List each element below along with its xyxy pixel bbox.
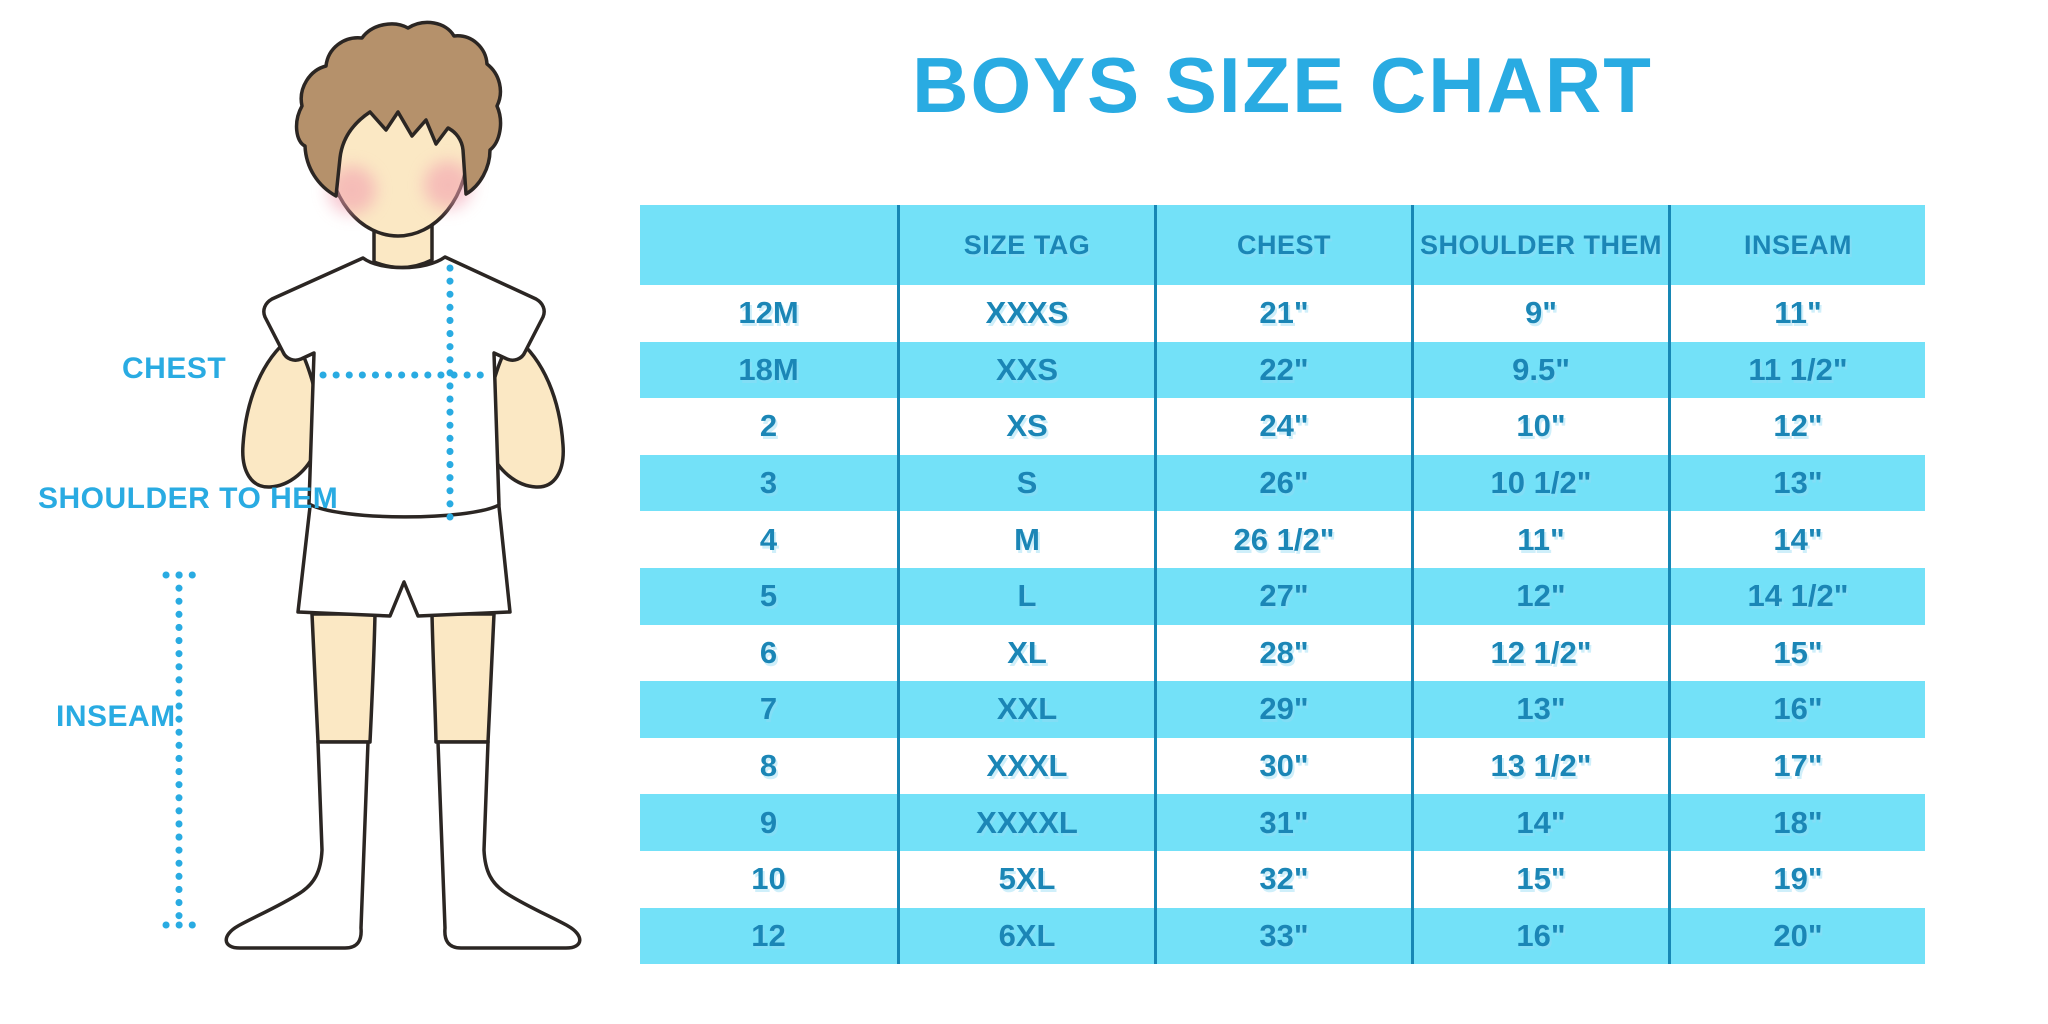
table-cell: 3: [759, 465, 778, 501]
chest-label: CHEST: [122, 352, 227, 385]
boy-measurement-illustration: [162, 20, 582, 950]
table-cell: 13": [1411, 681, 1668, 738]
table-cell: 21": [1154, 285, 1411, 342]
table-cell: 5XL: [897, 850, 1154, 908]
table-cell: 13": [1668, 454, 1925, 512]
table-cell: 11 1/2": [1668, 341, 1925, 399]
left-blush: [328, 166, 376, 214]
left-leg: [310, 612, 377, 744]
table-cell: S: [897, 454, 1154, 512]
table-row: 10 5XL 32" 15" 19": [640, 850, 1925, 908]
table-cell: XXL: [897, 681, 1154, 738]
hair: [294, 20, 503, 198]
table-cell: XXXL: [897, 737, 1154, 795]
page-title: BOYS SIZE CHART: [912, 40, 1653, 129]
t-shirt: [262, 255, 546, 519]
table-cell: 33": [1154, 907, 1411, 965]
shoulder-to-hem-label: SHOULDER TO HEM: [38, 482, 339, 515]
table-cell: M: [897, 511, 1154, 568]
table-row: 5 L 27" 12" 14 1/2": [640, 567, 1925, 625]
table-cell: L: [897, 567, 1154, 625]
table-cell: 16": [1668, 681, 1925, 738]
table-cell: 26": [1154, 454, 1411, 512]
table-cell: 12M: [738, 295, 799, 331]
table-cell: 18M: [738, 351, 799, 387]
table-cell: 13 1/2": [1411, 737, 1668, 795]
table-cell: 16": [1411, 907, 1668, 965]
table-cell: 11": [1668, 285, 1925, 342]
table-cell: 14 1/2": [1668, 567, 1925, 625]
table-cell: 10 1/2": [1411, 454, 1668, 512]
right-sock: [436, 740, 582, 950]
table-row: 8 XXXL 30" 13 1/2" 17": [640, 737, 1925, 795]
table-cell: 20": [1668, 907, 1925, 965]
table-cell: 14": [1668, 511, 1925, 568]
table-row: 12 6XL 33" 16" 20": [640, 907, 1925, 965]
table-cell: XXS: [897, 341, 1154, 399]
table-cell: 26 1/2": [1154, 511, 1411, 568]
header-cell: SIZE TAG: [897, 205, 1154, 285]
table-row: 9 XXXXL 31" 14" 18": [640, 794, 1925, 851]
table-row: 4 M 26 1/2" 11" 14": [640, 511, 1925, 568]
table-cell: 9: [759, 804, 778, 840]
table-row: 2 XS 24" 10" 12": [640, 398, 1925, 455]
table-cell: 18": [1668, 794, 1925, 851]
table-cell: 8: [759, 748, 778, 784]
size-table-header-row: SIZE TAG CHEST SHOULDER THEM INSEAM: [640, 205, 1925, 285]
table-row: 6 XL 28" 12 1/2" 15": [640, 624, 1925, 682]
header-cell: INSEAM: [1668, 205, 1925, 285]
table-cell: 2: [759, 408, 778, 444]
table-cell: 31": [1154, 794, 1411, 851]
table-cell: 6: [759, 634, 778, 670]
table-cell: XL: [897, 624, 1154, 682]
table-cell: 22": [1154, 341, 1411, 399]
table-row: 18M XXS 22" 9.5" 11 1/2": [640, 341, 1925, 399]
left-arm: [241, 336, 320, 489]
table-cell: 30": [1154, 737, 1411, 795]
header-cell: [640, 205, 897, 285]
right-blush: [424, 161, 472, 209]
table-row: 3 S 26" 10 1/2" 13": [640, 454, 1925, 512]
table-cell: 9": [1411, 285, 1668, 342]
table-cell: 12": [1411, 567, 1668, 625]
table-row: 12M XXXS 21" 9" 11": [640, 285, 1925, 342]
table-cell: 24": [1154, 398, 1411, 455]
table-cell: XXXS: [897, 285, 1154, 342]
inseam-label: INSEAM: [56, 700, 176, 733]
right-leg: [430, 612, 496, 744]
table-cell: 12 1/2": [1411, 624, 1668, 682]
table-cell: 5: [759, 578, 778, 614]
table-cell: XS: [897, 398, 1154, 455]
left-sock: [224, 740, 370, 950]
table-cell: 12": [1668, 398, 1925, 455]
table-cell: 10": [1411, 398, 1668, 455]
table-cell: 14": [1411, 794, 1668, 851]
table-cell: 11": [1411, 511, 1668, 568]
size-table-body: 12M XXXS 21" 9" 11" 18M XXS 22" 9.5" 11 1/2" 2 XS 24…: [640, 285, 1925, 965]
table-cell: 19": [1668, 850, 1925, 908]
table-row: 7 XXL 29" 13" 16": [640, 681, 1925, 738]
table-cell: 32": [1154, 850, 1411, 908]
table-cell: XXXXL: [897, 794, 1154, 851]
table-cell: 28": [1154, 624, 1411, 682]
table-cell: 29": [1154, 681, 1411, 738]
table-cell: 17": [1668, 737, 1925, 795]
table-cell: 10: [751, 861, 786, 897]
table-cell: 27": [1154, 567, 1411, 625]
table-cell: 12: [751, 917, 786, 953]
table-cell: 4: [759, 521, 778, 557]
header-cell: SHOULDER THEM: [1411, 205, 1668, 285]
table-cell: 15": [1411, 850, 1668, 908]
size-table: SIZE TAG CHEST SHOULDER THEM INSEAM 12M XXXS…: [640, 205, 1925, 965]
table-cell: 7: [759, 691, 778, 727]
table-cell: 15": [1668, 624, 1925, 682]
table-cell: 9.5": [1411, 341, 1668, 399]
header-cell: CHEST: [1154, 205, 1411, 285]
table-cell: 6XL: [897, 907, 1154, 965]
